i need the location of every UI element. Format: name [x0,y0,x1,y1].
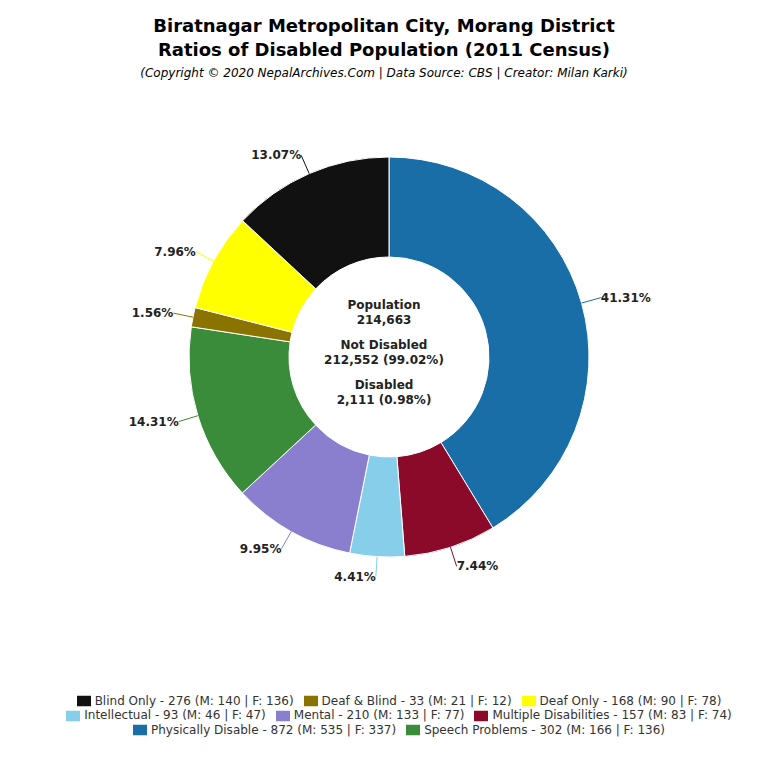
html-text:Physically Disable - 872 (M: 5: Physically Disable - 872 (M: 535 | F: 33… [151,722,397,737]
svg-text:Disabled2,111 (0.98%): Disabled2,111 (0.98%) [337,378,432,407]
svg-text:1.56%: 1.56% [132,306,174,320]
html-text:(Copyright © 2020 NepalArchive: (Copyright © 2020 NepalArchives.Com | Da… [140,66,628,80]
html-text:Deaf & Blind - 33 (M: 21 | F:: Deaf & Blind - 33 (M: 21 | F: 12) [321,693,512,708]
svg-text:14.31%: 14.31% [129,415,179,429]
svg-text:7.96%: 7.96% [154,245,196,259]
svg-text:41.31%: 41.31% [601,291,651,305]
html-text:Multiple Disabilities - 157 (M: Multiple Disabilities - 157 (M: 83 | F: … [492,708,732,722]
svg-text:4.41%: 4.41% [334,570,376,584]
svg-text:13.07%: 13.07% [251,148,301,162]
svg-text:9.95%: 9.95% [240,542,282,556]
html-text:Deaf Only - 168 (M: 90 | F: 78: Deaf Only - 168 (M: 90 | F: 78) [539,693,722,708]
svg-text:Not Disabled212,552 (99.02%): Not Disabled212,552 (99.02%) [324,338,444,367]
svg-text:7.44%: 7.44% [457,559,499,573]
html-text:Mental - 210 (M: 133 | F: 77): Mental - 210 (M: 133 | F: 77) [293,708,465,722]
svg-text:Population214,663: Population214,663 [347,298,420,327]
html-text:Ratios of Disabled Population: Ratios of Disabled Population (2011 Cens… [158,39,610,60]
html-text:Blind Only - 276 (M: 140 | F:: Blind Only - 276 (M: 140 | F: 136) [94,693,294,708]
html-text:Biratnagar Metropolitan City,: Biratnagar Metropolitan City, Morang Dis… [153,15,615,36]
html-text:Intellectual - 93 (M: 46 | F:: Intellectual - 93 (M: 46 | F: 47) [84,708,266,722]
html-text:Speech Problems - 302 (M: 166: Speech Problems - 302 (M: 166 | F: 136) [424,722,665,737]
